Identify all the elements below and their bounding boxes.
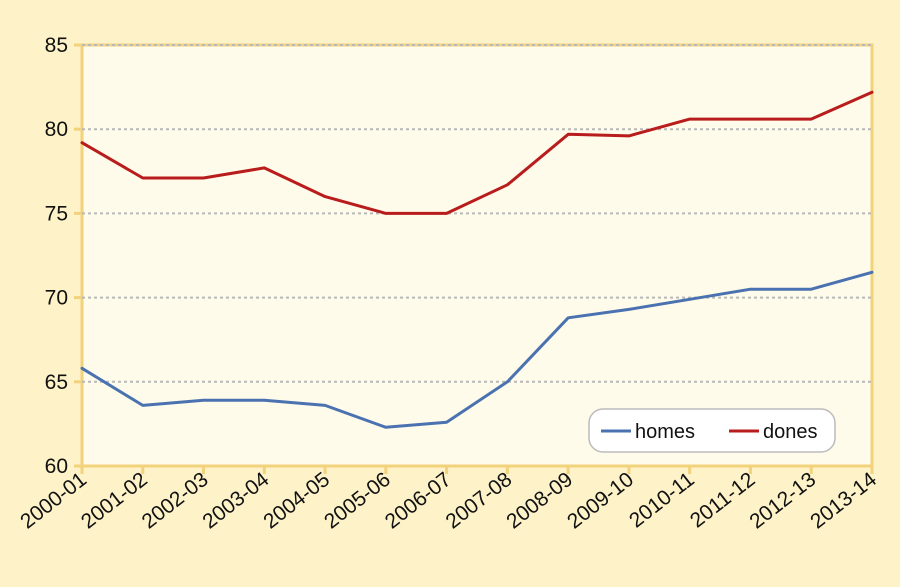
series-line-dones — [80, 90, 874, 215]
series-lines — [80, 90, 874, 429]
y-tick-label: 65 — [45, 371, 68, 394]
x-tick-label: 2011-12 — [686, 468, 760, 533]
x-tick-label: 2006-07 — [381, 468, 456, 534]
x-tick-label: 2003-04 — [198, 468, 273, 534]
y-tick-label: 70 — [45, 287, 68, 310]
x-tick-label: 2008-09 — [502, 468, 577, 534]
y-tick-label: 80 — [45, 118, 68, 141]
x-tick-label: 2005-06 — [320, 468, 395, 534]
x-tick-label: 2004-05 — [259, 468, 334, 534]
x-tick-label: 2007-08 — [442, 468, 517, 534]
series-line-homes — [80, 270, 874, 429]
legend-label-dones: dones — [763, 421, 818, 443]
x-tick-label: 2009-10 — [563, 468, 638, 534]
legend-box — [588, 408, 836, 453]
x-tick-label: 2001-02 — [77, 468, 152, 534]
x-tick-label: 2012-13 — [745, 468, 820, 534]
legend: homes dones — [588, 408, 836, 453]
x-tick-label: 2002-03 — [138, 468, 213, 534]
x-tick-label: 2010-11 — [625, 468, 699, 533]
plot-area — [80, 43, 874, 468]
y-tick-label: 60 — [45, 455, 68, 478]
y-tick-label: 75 — [45, 202, 68, 225]
legend-label-homes: homes — [635, 421, 695, 443]
x-tick-label: 2013-14 — [806, 468, 881, 534]
y-axis: 60 65 70 75 80 85 — [45, 34, 82, 478]
x-axis: 2000-012001-022002-032003-042004-052005-… — [16, 466, 881, 533]
y-tick-label: 85 — [45, 34, 68, 57]
